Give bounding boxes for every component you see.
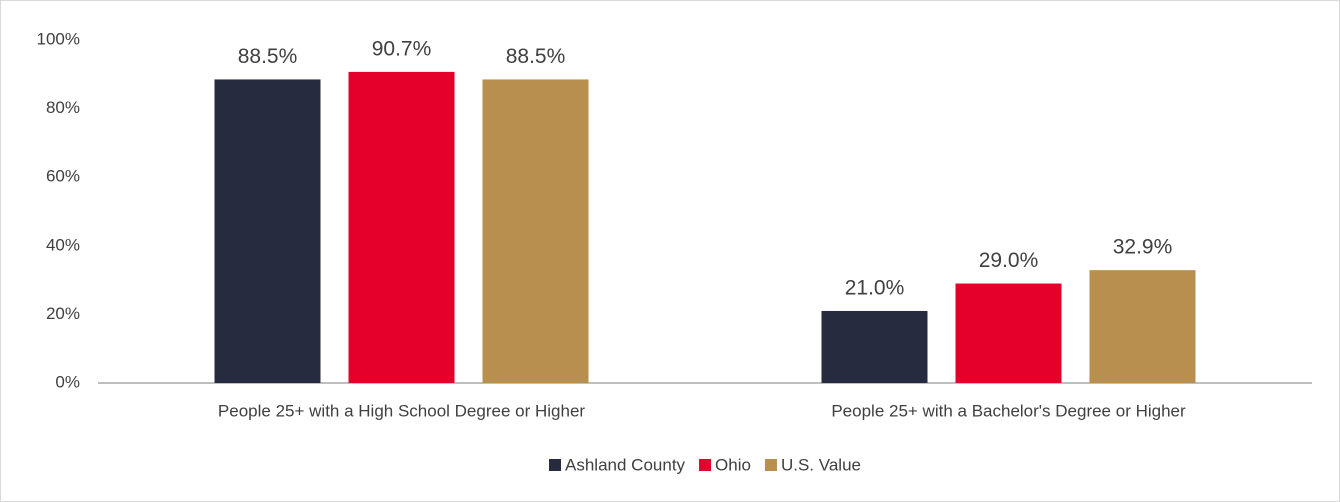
value-label: 88.5% [238, 45, 298, 68]
legend-swatch [699, 459, 712, 471]
bar [482, 79, 589, 383]
x-tick-label: People 25+ with a Bachelor's Degree or H… [831, 401, 1186, 420]
x-tick-label: People 25+ with a High School Degree or … [218, 401, 585, 420]
value-label: 21.0% [845, 277, 905, 300]
legend-label: U.S. Value [781, 455, 861, 474]
y-tick-label: 0% [55, 372, 80, 391]
bar [821, 310, 928, 383]
legend-swatch [549, 459, 562, 471]
y-tick-label: 100% [37, 29, 80, 48]
value-label: 29.0% [979, 249, 1039, 272]
value-label: 90.7% [372, 37, 432, 60]
legend-label: Ashland County [565, 455, 686, 474]
bar [955, 283, 1062, 383]
bar [348, 71, 455, 384]
value-label: 88.5% [506, 45, 566, 68]
y-tick-label: 20% [46, 304, 80, 323]
bar [214, 79, 321, 383]
y-tick-label: 40% [46, 235, 80, 254]
y-tick-label: 80% [46, 98, 80, 117]
value-label: 32.9% [1113, 236, 1173, 259]
y-tick-label: 60% [46, 167, 80, 186]
legend-label: Ohio [715, 455, 751, 474]
bar [1089, 270, 1196, 383]
legend-swatch [764, 459, 777, 471]
